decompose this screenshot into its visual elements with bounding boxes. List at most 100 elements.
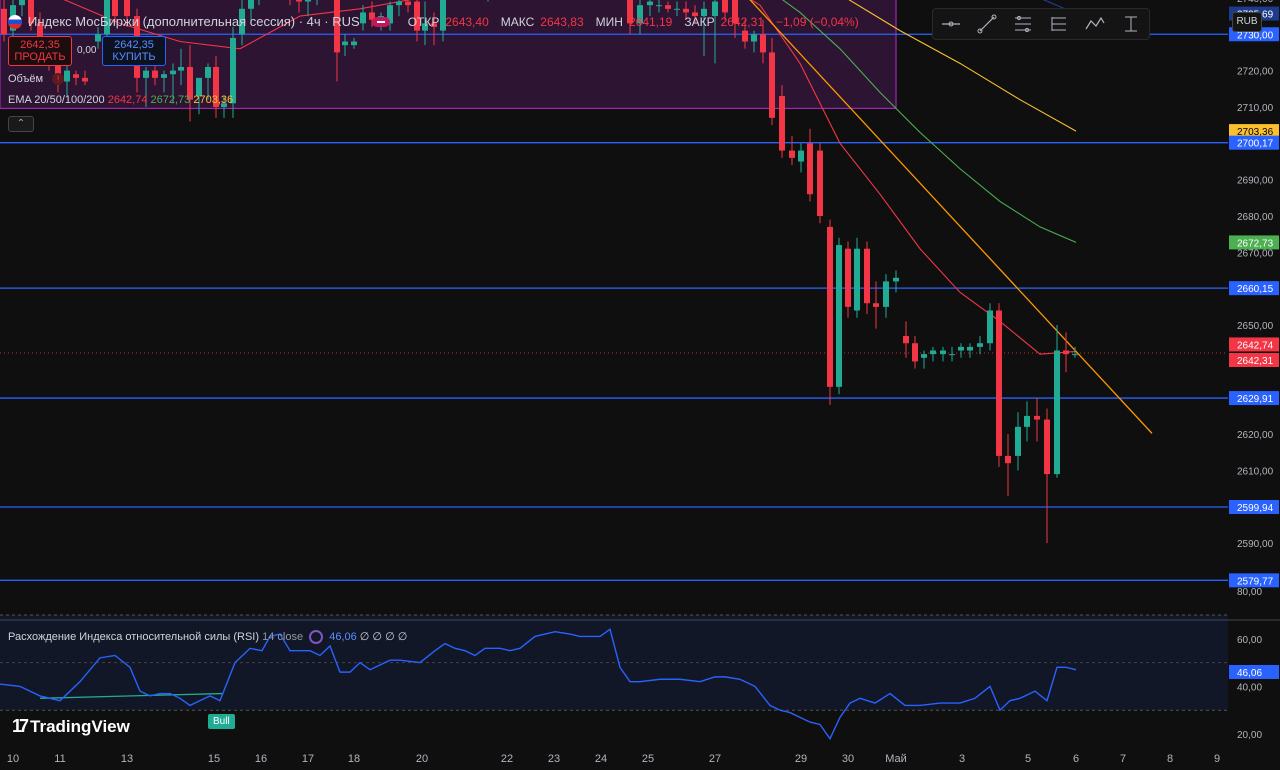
candle-body [958,346,964,351]
rsi-value-axis-label: 46,06 [1237,668,1262,679]
ema50-line [781,0,1077,243]
candle-body [751,34,757,42]
candle-body [124,0,130,17]
dotted-line-icon[interactable] [939,13,963,35]
candle-body [1005,455,1011,464]
candle-body [414,1,420,31]
rsi-empty-values: ∅ ∅ ∅ ∅ [359,631,408,643]
candle-body [305,0,311,2]
candle-body [248,0,254,9]
candle-body [779,96,785,151]
candle-body [221,103,227,107]
sell-button[interactable]: 2642,35 ПРОДАТЬ [8,36,72,66]
price-axis-label: 2672,73 [1237,238,1274,249]
volume-label: Объём [8,73,44,85]
candle-body [64,70,70,82]
candle-body [789,150,795,158]
symbol-title[interactable]: Индекс МосБиржи (дополнительная сессия) … [28,14,360,29]
price-axis-label: 2730,00 [1237,30,1274,41]
russia-flag-icon [8,14,22,29]
candle-body [656,5,662,7]
rsi-tick-label: 40,00 [1237,682,1262,693]
candle-body [360,12,366,24]
x-tick-label: 17 [302,753,314,765]
measure-icon[interactable] [1119,13,1143,35]
candle-body [334,0,340,53]
x-tick-label: 13 [121,753,133,765]
candle-body [104,0,110,35]
price-axis-label: 2579,77 [1237,576,1274,587]
x-tick-label: 5 [1025,753,1031,765]
x-tick-label: 6 [1073,753,1079,765]
x-tick-label: 20 [416,753,428,765]
trend-line-icon[interactable] [975,13,999,35]
ema-indicator[interactable]: EMA 20/50/100/200 2642,74 2672,73 2703,3… [8,94,233,106]
candle-body [161,74,167,78]
price-axis-label: 2629,91 [1237,394,1274,405]
candle-body [342,41,348,46]
candle-body [701,8,707,17]
rsi-tick-label: 80,00 [1237,587,1262,598]
candle-body [196,77,202,97]
spread-value: 0,00 [77,45,97,56]
high-label: МАКС [500,14,535,29]
candle-body [82,77,88,82]
candle-body [387,5,393,24]
price-axis-label-bg [1229,235,1279,250]
rsi-circle-icon [309,630,324,645]
rsi-value-label-bg [1229,664,1279,679]
candle-body [732,0,738,24]
volume-indicator[interactable]: Объём ! [8,73,65,85]
y-tick-label: 2650,00 [1237,321,1274,332]
candle-body [930,350,936,355]
rsi-indicator-title[interactable]: Расхождение Индекса относительной силы (… [8,630,408,645]
ema-label: EMA 20/50/100/200 [8,94,105,106]
x-tick-label: 30 [842,753,854,765]
candle-body [170,70,176,75]
candle-body [28,0,34,24]
warning-icon[interactable]: ! [52,73,65,85]
candle-body [798,150,804,162]
ema50-value: 2672,73 [150,94,191,106]
rsi-divergence-line [39,692,223,699]
price-axis-label: 2642,74 [1237,340,1274,351]
candle-body [422,23,428,31]
drawing-toolbar [932,8,1150,40]
y-tick-label: 2740,00 [1237,0,1274,5]
rsi-title-text: Расхождение Индекса относительной силы (… [8,631,260,643]
pattern-icon[interactable] [1083,13,1107,35]
collapse-indicators-button[interactable]: ⌃ [8,116,34,132]
price-axis-label-bg [1229,353,1279,368]
candle-body [647,1,653,6]
candle-body [239,8,245,35]
y-tick-label: 2670,00 [1237,248,1274,259]
candle-body [396,1,402,6]
candle-body [683,8,689,13]
candle-body [1034,415,1040,420]
y-tick-label: 2680,00 [1237,212,1274,223]
x-tick-label: 9 [1214,753,1220,765]
candle-body [967,346,973,351]
x-tick-label: 15 [208,753,220,765]
candle-body [440,0,446,31]
gann-fan-icon[interactable] [1047,13,1071,35]
candle-body [1015,426,1021,456]
candle-body [996,310,1002,456]
alert-pill-icon[interactable] [371,16,390,27]
bull-divergence-label: Bull [208,714,235,729]
chart-header: Индекс МосБиржи (дополнительная сессия) … [8,14,859,29]
change-value: −1,09 (−0,04%) [776,14,859,29]
candle-body [19,0,25,6]
candle-body [627,0,633,24]
candle-body [187,66,193,100]
x-tick-label: 24 [595,753,607,765]
candle-body [230,37,236,104]
buy-button[interactable]: 2642,35 КУПИТЬ [102,36,166,66]
candle-body [836,245,842,387]
ema100-line [848,0,1077,132]
currency-selector[interactable]: RUB [1232,12,1262,32]
candle-body [873,303,879,307]
fib-retracement-icon[interactable] [1011,13,1035,35]
